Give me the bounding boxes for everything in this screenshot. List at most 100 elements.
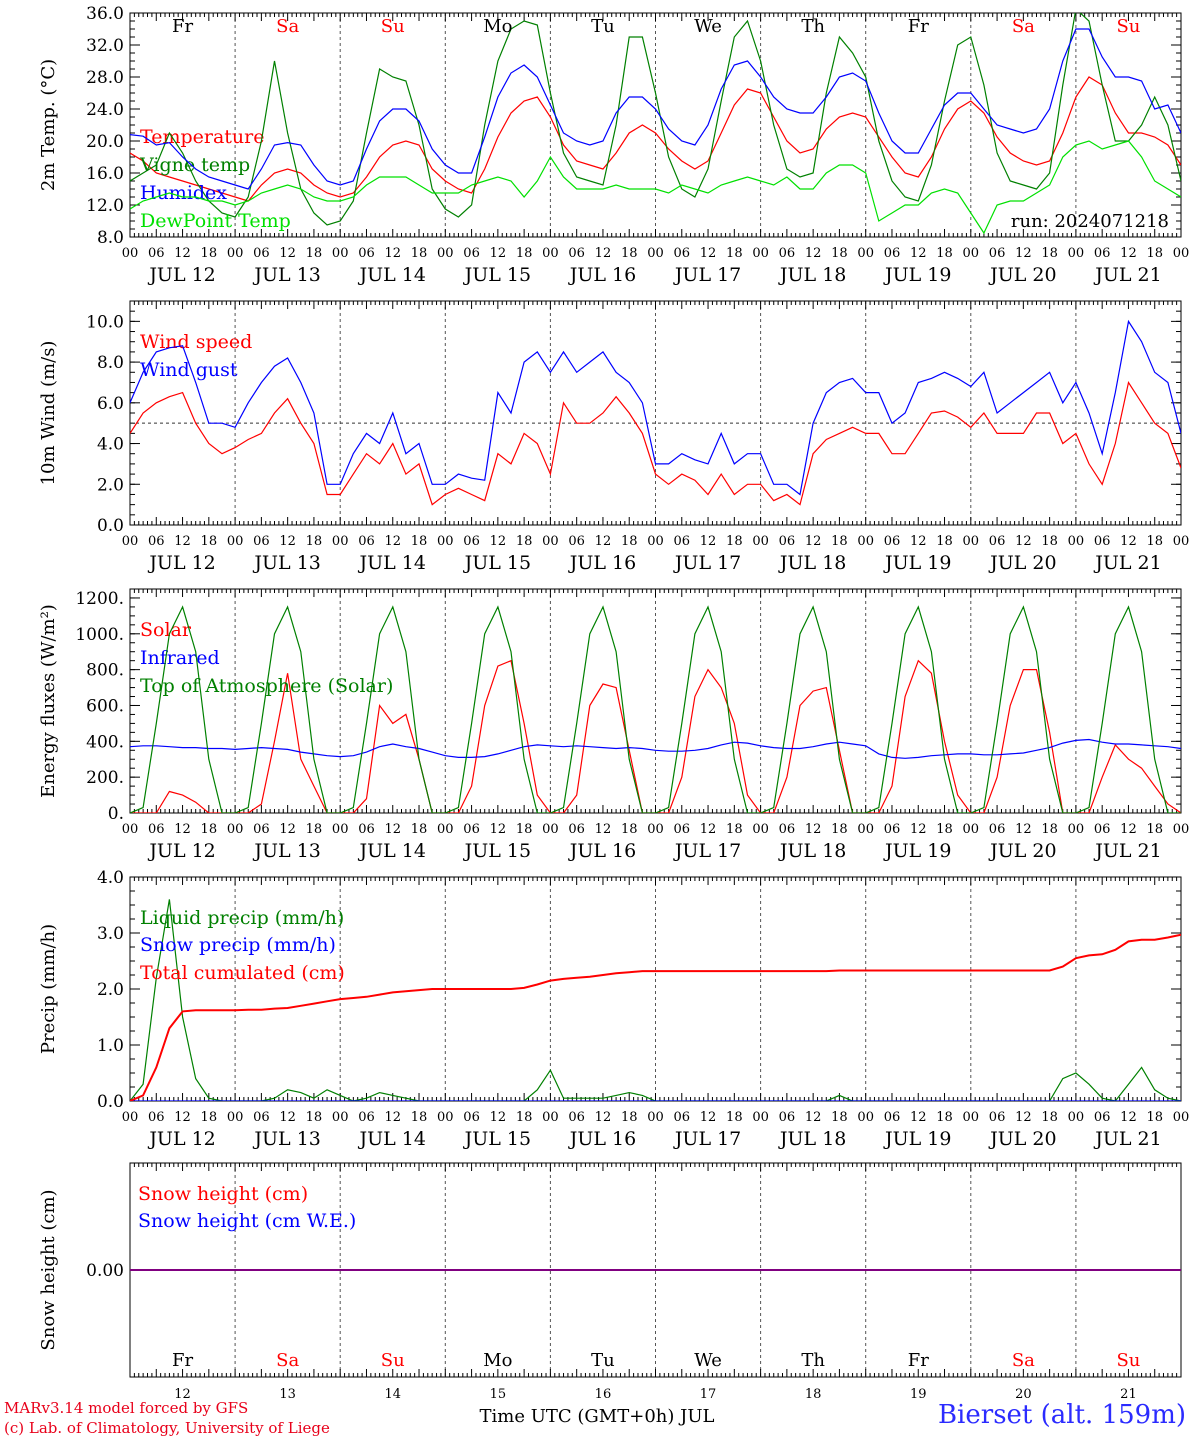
hour-tick-label: 12 bbox=[174, 822, 191, 837]
hour-tick-label: 12 bbox=[1120, 822, 1137, 837]
hour-tick-label: 12 bbox=[384, 1110, 401, 1125]
hour-tick-label: 18 bbox=[201, 534, 218, 549]
station-name: Bierset (alt. 159m) bbox=[937, 1400, 1186, 1430]
hour-tick-label: 00 bbox=[227, 822, 244, 837]
y-tick-label: 1200. bbox=[75, 589, 124, 609]
hour-tick-label: 12 bbox=[174, 246, 191, 261]
hour-tick-label: 18 bbox=[726, 246, 743, 261]
hour-tick-label: 00 bbox=[1173, 534, 1190, 549]
hour-tick-label: 18 bbox=[936, 534, 953, 549]
day-name: Su bbox=[1116, 16, 1140, 37]
day-name: We bbox=[694, 16, 722, 37]
hour-tick-label: 18 bbox=[936, 1110, 953, 1125]
date-label: JUL 14 bbox=[358, 552, 426, 574]
hour-tick-label: 12 bbox=[384, 246, 401, 261]
day-name: Fr bbox=[908, 1350, 929, 1371]
day-number: 13 bbox=[279, 1387, 296, 1402]
hour-tick-label: 12 bbox=[595, 246, 612, 261]
hour-tick-label: 00 bbox=[227, 246, 244, 261]
y-tick-label: 20.0 bbox=[86, 132, 124, 152]
y-tick-label: 600. bbox=[86, 696, 124, 716]
series-line-red bbox=[130, 380, 1181, 506]
y-tick-label: 8.0 bbox=[97, 228, 124, 248]
hour-tick-label: 18 bbox=[1041, 822, 1058, 837]
y-tick-label: 2.0 bbox=[97, 980, 124, 1000]
legend-entry: Liquid precip (mm/h) bbox=[140, 907, 344, 929]
hour-tick-label: 18 bbox=[516, 246, 533, 261]
date-label: JUL 21 bbox=[1093, 552, 1161, 574]
hour-tick-label: 00 bbox=[752, 246, 769, 261]
date-label: JUL 16 bbox=[568, 1128, 636, 1150]
date-label: JUL 12 bbox=[147, 552, 215, 574]
hour-tick-label: 18 bbox=[936, 822, 953, 837]
hour-tick-label: 12 bbox=[279, 246, 296, 261]
y-tick-label: 0.0 bbox=[97, 516, 124, 536]
hour-tick-label: 06 bbox=[568, 822, 585, 837]
panel-4: 0.0 1.0 2.0 3.0 4.0 Precip (mm/h) Liquid preci… bbox=[38, 868, 1189, 1150]
date-label: JUL 13 bbox=[252, 552, 320, 574]
hour-tick-label: 12 bbox=[1120, 1110, 1137, 1125]
hour-tick-label: 18 bbox=[306, 534, 323, 549]
series-line-green bbox=[130, 13, 1181, 226]
hour-tick-label: 18 bbox=[516, 822, 533, 837]
hour-tick-label: 00 bbox=[122, 534, 139, 549]
hour-tick-label: 12 bbox=[490, 822, 507, 837]
hour-tick-label: 00 bbox=[1173, 246, 1190, 261]
hour-tick-label: 18 bbox=[831, 822, 848, 837]
day-number: 21 bbox=[1120, 1387, 1137, 1402]
run-label: run: 2024071218 bbox=[1011, 211, 1169, 232]
hour-tick-label: 18 bbox=[726, 534, 743, 549]
hour-tick-label: 12 bbox=[1120, 534, 1137, 549]
legend-entry: Temperature bbox=[140, 126, 264, 148]
model-credit: MARv3.14 model forced by GFS bbox=[4, 1399, 249, 1417]
hour-tick-label: 18 bbox=[306, 246, 323, 261]
hour-tick-label: 18 bbox=[831, 246, 848, 261]
hour-tick-label: 18 bbox=[726, 1110, 743, 1125]
hour-tick-label: 18 bbox=[201, 822, 218, 837]
y-tick-label: 32.0 bbox=[86, 36, 124, 56]
hour-tick-label: 06 bbox=[148, 1110, 165, 1125]
hour-tick-label: 12 bbox=[174, 534, 191, 549]
hour-tick-label: 06 bbox=[1094, 822, 1111, 837]
hour-tick-label: 18 bbox=[621, 246, 638, 261]
hour-tick-label: 00 bbox=[437, 1110, 454, 1125]
hour-tick-label: 00 bbox=[857, 534, 874, 549]
hour-tick-label: 06 bbox=[779, 246, 796, 261]
hour-tick-label: 00 bbox=[647, 534, 664, 549]
hour-tick-label: 12 bbox=[805, 1110, 822, 1125]
hour-tick-label: 06 bbox=[1094, 246, 1111, 261]
day-name: Fr bbox=[908, 16, 929, 37]
hour-tick-label: 18 bbox=[1041, 246, 1058, 261]
hour-tick-label: 06 bbox=[253, 822, 270, 837]
hour-tick-label: 06 bbox=[674, 534, 691, 549]
hour-tick-label: 12 bbox=[805, 246, 822, 261]
date-label: JUL 20 bbox=[988, 1128, 1056, 1150]
date-label: JUL 19 bbox=[883, 1128, 951, 1150]
hour-tick-label: 18 bbox=[621, 1110, 638, 1125]
hour-tick-label: 06 bbox=[884, 1110, 901, 1125]
y-tick-label: 0. bbox=[108, 804, 124, 824]
date-label: JUL 15 bbox=[463, 552, 531, 574]
hour-tick-label: 18 bbox=[1041, 1110, 1058, 1125]
series-line-lime bbox=[130, 140, 1181, 235]
day-name: Sa bbox=[1012, 1350, 1035, 1371]
x-axis-label: Time UTC (GMT+0h) JUL bbox=[479, 1406, 715, 1427]
date-label: JUL 13 bbox=[252, 264, 320, 286]
hour-tick-label: 18 bbox=[306, 1110, 323, 1125]
legend-entry: Snow height (cm W.E.) bbox=[138, 1210, 356, 1232]
day-name: Su bbox=[381, 1350, 405, 1371]
hour-tick-label: 12 bbox=[910, 246, 927, 261]
hour-tick-label: 18 bbox=[516, 1110, 533, 1125]
hour-tick-label: 18 bbox=[831, 1110, 848, 1125]
day-name: Tu bbox=[591, 1350, 615, 1371]
hour-tick-label: 12 bbox=[595, 534, 612, 549]
hour-tick-label: 00 bbox=[1173, 822, 1190, 837]
day-name: Mo bbox=[483, 16, 512, 37]
date-label: JUL 14 bbox=[358, 1128, 426, 1150]
hour-tick-label: 18 bbox=[1146, 1110, 1163, 1125]
hour-tick-label: 06 bbox=[568, 1110, 585, 1125]
legend-entry: Snow height (cm) bbox=[138, 1183, 308, 1205]
date-label: JUL 16 bbox=[568, 840, 636, 862]
date-label: JUL 19 bbox=[883, 552, 951, 574]
